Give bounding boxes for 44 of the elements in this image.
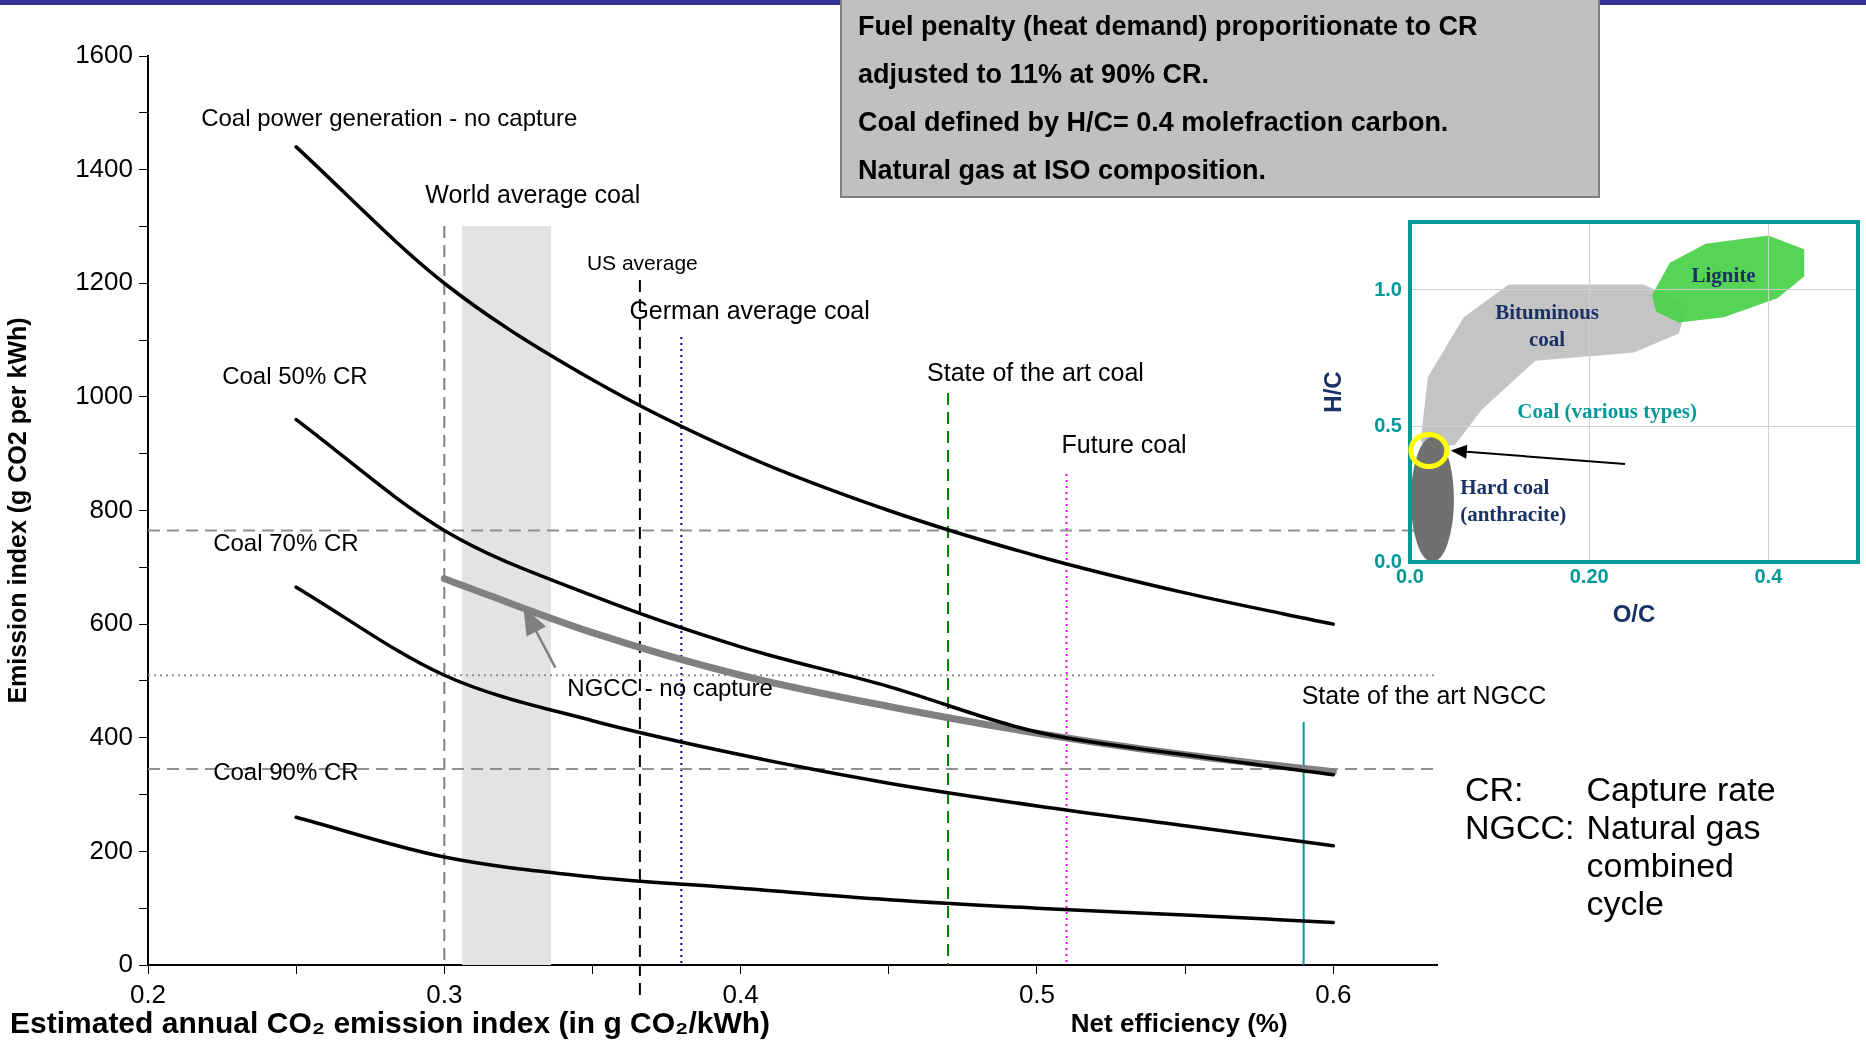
x-axis-title: O/C (1612, 600, 1656, 628)
text: CR: Capture rate (1465, 770, 1776, 808)
y-tick-label: 1200 (75, 266, 133, 297)
y-tick-label: 0 (118, 948, 133, 979)
ref-line-label: State of the art coal (927, 357, 1144, 386)
y-tick-label: 400 (89, 720, 133, 751)
x-tick-label: 0.5 (1018, 978, 1056, 1009)
x-axis-title: Net efficiency (%) (1070, 1008, 1288, 1039)
y-tick-label: 200 (89, 834, 133, 865)
x-tick-label: 0.4 (1754, 564, 1784, 587)
annotation: Coal (various types) (1517, 398, 1697, 423)
ref-line-label: US average (586, 250, 698, 274)
y-axis-title: H/C (1319, 371, 1347, 413)
x-tick-label: 0.20 (1569, 564, 1609, 587)
annotation: Lignite (1691, 262, 1756, 287)
x-tick-label: 0.4 (722, 978, 759, 1009)
y-tick-label: 0.5 (1374, 413, 1402, 436)
series-label: Coal 50% CR (222, 362, 368, 390)
annotation: Bituminous coal (1495, 299, 1600, 351)
series-label: NGCC - no capture (567, 674, 773, 702)
series-label: Coal 70% CR (213, 528, 359, 556)
y-tick-label: 1.0 (1374, 277, 1402, 300)
annotation: Hard coal (anthracite) (1460, 474, 1567, 526)
y-tick-label: 600 (89, 607, 133, 638)
ref-line-label: German average coal (629, 295, 870, 324)
x-tick-label: 0.2 (129, 978, 167, 1009)
y-axis-title: Emission index (g CO2 per kWh) (2, 317, 31, 704)
ref-line-label: Future coal (1061, 429, 1187, 458)
annotation: Coal defined by H/C= 0.4 molefraction carbon. (858, 106, 1450, 139)
y-tick-label: 1000 (75, 380, 133, 411)
series-label: Coal 90% CR (213, 757, 359, 785)
text: Estimated annual CO₂ emission index (in g CO₂/kWh) (10, 1006, 771, 1040)
ref-line-label: State of the art NGCC (1301, 680, 1547, 709)
x-tick-label: 0.6 (1315, 978, 1352, 1009)
y-tick-label: 1400 (75, 152, 133, 183)
y-tick-label: 1600 (75, 39, 133, 70)
y-tick-label: 800 (89, 493, 133, 524)
text: Coal power generation - no capture (201, 103, 578, 131)
note-box: Fuel penalty (heat demand) proporitionate to CR adjusted to 11% at 90% CR. Coal defined by H/C= 0.4 molefraction carbon. Natural gas at ISO composition. (840, 0, 1600, 198)
x-tick-label: 0.3 (426, 978, 463, 1009)
annotation: Natural gas at ISO composition. (858, 154, 1268, 187)
annotation: adjusted to 11% at 90% CR. (858, 58, 1211, 91)
text: NGCC: Natural gas combined cycle (1465, 808, 1762, 922)
ref-line-label: World average coal (425, 179, 641, 208)
